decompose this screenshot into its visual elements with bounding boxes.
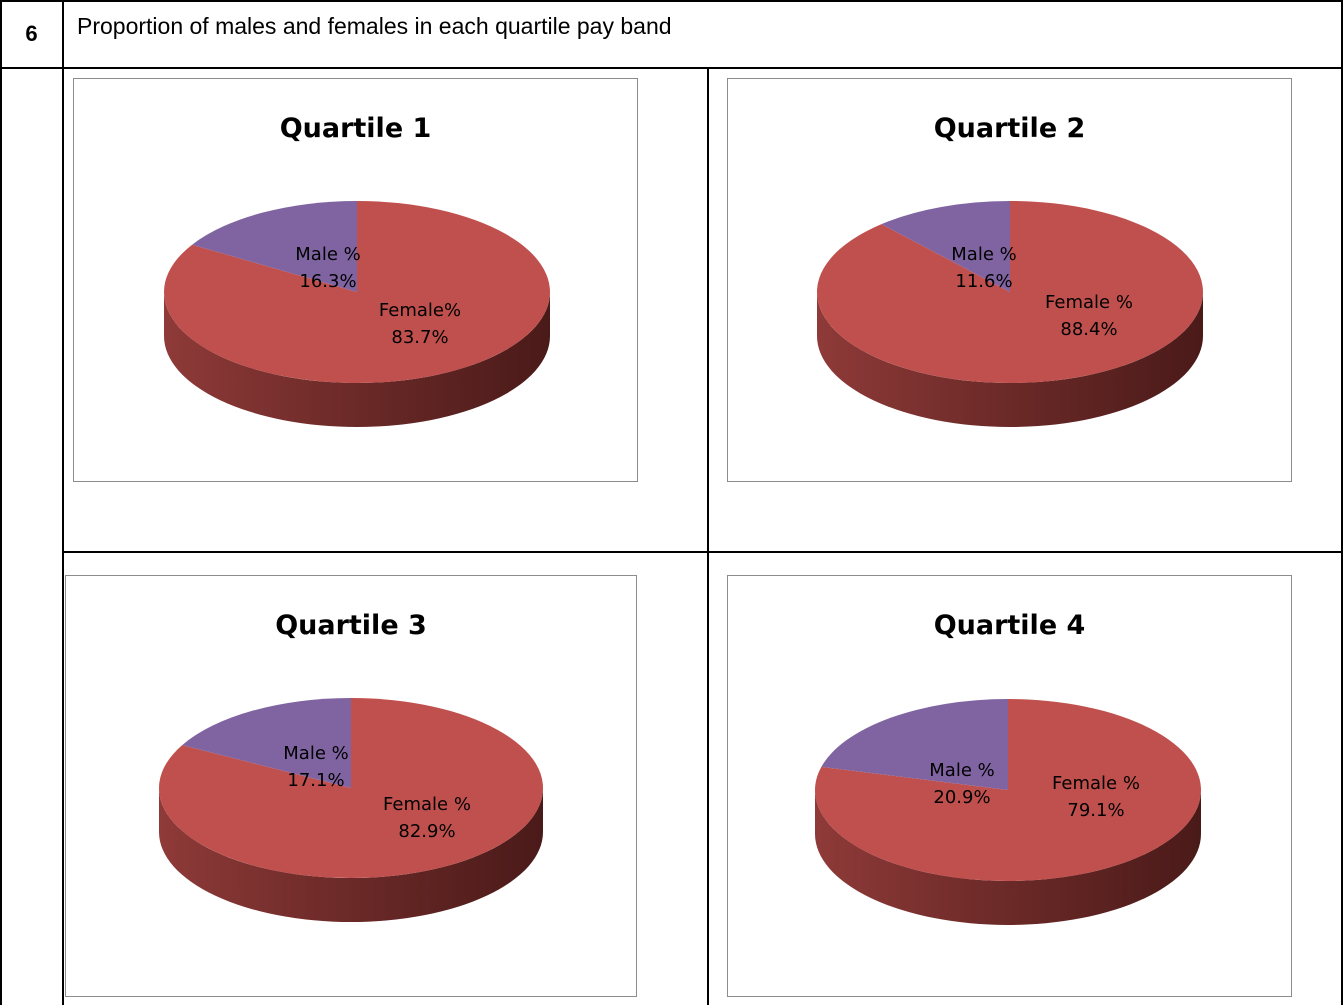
male-name-label: Male % — [929, 760, 994, 781]
male-name-label: Male % — [283, 743, 348, 764]
pie-side-wall — [164, 292, 550, 427]
table-border-right — [1341, 0, 1343, 1005]
pie-side-wall — [815, 790, 1201, 925]
male-name-label: Male % — [295, 244, 360, 265]
chart-quartile-1: Quartile 1 Male % 16.3% Female% 83.7% — [73, 78, 638, 482]
pie-slice-male — [881, 201, 1010, 292]
male-percent-label: 17.1% — [287, 770, 344, 791]
table-row-divider — [0, 67, 1343, 69]
female-percent-label: 88.4% — [1060, 319, 1117, 340]
table-border-left — [0, 0, 2, 1005]
section-number: 6 — [25, 21, 38, 46]
table-column-divider — [62, 0, 64, 1005]
male-percent-label: 20.9% — [933, 787, 990, 808]
table-border-top — [0, 0, 1343, 2]
female-name-label: Female % — [1052, 773, 1140, 794]
female-percent-label: 83.7% — [391, 327, 448, 348]
pie-side-wall — [817, 292, 1203, 427]
pie-slice-male — [182, 698, 351, 788]
chart-title: Quartile 2 — [933, 113, 1086, 144]
pie-slice-male — [821, 699, 1008, 790]
male-percent-label: 11.6% — [955, 271, 1012, 292]
pie-slice-male — [192, 201, 357, 292]
pie-side-wall — [159, 788, 543, 922]
chart-quartile-4: Quartile 4 Male % 20.9% Female % 79.1% — [727, 575, 1292, 997]
chart-quartile-2: Quartile 2 Male % 11.6% Female % 88.4% — [727, 78, 1292, 482]
pie-chart: Male % 17.1% Female % 82.9% — [159, 698, 543, 922]
table-column-divider — [707, 67, 709, 1005]
female-name-label: Female% — [379, 300, 461, 321]
chart-title: Quartile 1 — [279, 113, 432, 144]
chart-quartile-3: Quartile 3 Male % 17.1% Female % 82.9% — [65, 575, 637, 997]
pie-chart: Male % 16.3% Female% 83.7% — [164, 201, 550, 427]
table-row-divider — [62, 551, 1343, 553]
female-percent-label: 82.9% — [398, 821, 455, 842]
female-name-label: Female % — [1045, 292, 1133, 313]
chart-title: Quartile 3 — [275, 610, 427, 641]
section-heading: Proportion of males and females in each … — [77, 13, 672, 39]
pie-chart: Male % 20.9% Female % 79.1% — [815, 699, 1201, 925]
pie-chart: Male % 11.6% Female % 88.4% — [817, 201, 1203, 427]
male-name-label: Male % — [951, 244, 1016, 265]
chart-title: Quartile 4 — [933, 610, 1086, 641]
female-name-label: Female % — [383, 794, 471, 815]
female-percent-label: 79.1% — [1067, 800, 1124, 821]
male-percent-label: 16.3% — [299, 271, 356, 292]
